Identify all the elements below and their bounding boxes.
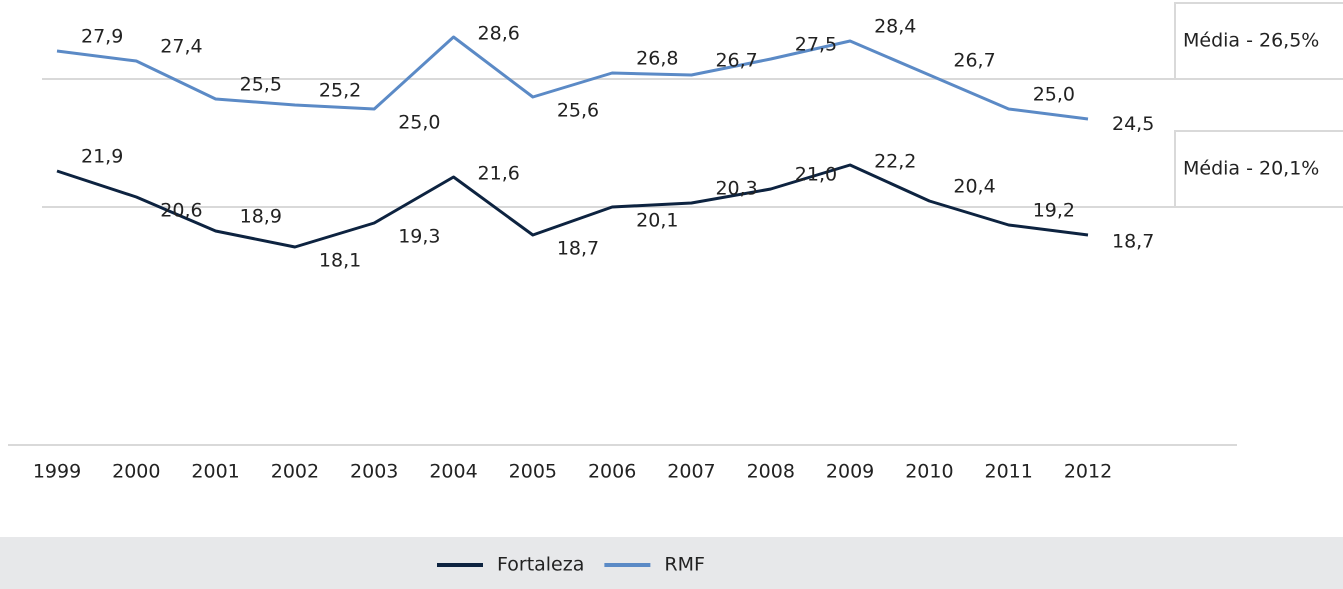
data-label: 18,7 (557, 238, 599, 260)
data-label: 24,5 (1112, 113, 1154, 135)
x-tick-label: 1999 (33, 461, 81, 483)
data-label: 22,2 (874, 151, 916, 173)
data-label: 27,9 (81, 26, 123, 48)
x-tick-label: 2006 (588, 461, 636, 483)
legend-background (0, 537, 1343, 589)
mean-box (1174, 130, 1343, 208)
mean-label: Média - 20,1% (1183, 158, 1319, 180)
data-label: 26,8 (636, 48, 678, 70)
data-label: 21,6 (478, 163, 520, 185)
data-label: 26,7 (715, 50, 757, 72)
data-label: 21,9 (81, 146, 123, 168)
x-tick-label: 2003 (350, 461, 398, 483)
data-label: 27,4 (160, 36, 202, 58)
x-tick-label: 2001 (191, 461, 239, 483)
x-tick-label: 2010 (905, 461, 953, 483)
data-label: 28,4 (874, 16, 916, 38)
data-label: 18,7 (1112, 231, 1154, 253)
data-label: 20,3 (715, 178, 757, 200)
data-label: 26,7 (953, 50, 995, 72)
data-label: 25,0 (398, 112, 440, 134)
legend-label: RMF (664, 554, 705, 576)
x-tick-label: 2009 (826, 461, 874, 483)
legend-label: Fortaleza (497, 554, 584, 576)
data-label: 21,0 (795, 164, 837, 186)
x-tick-label: 2004 (429, 461, 477, 483)
data-label: 25,5 (240, 74, 282, 96)
mean-label: Média - 26,5% (1183, 30, 1319, 52)
data-label: 27,5 (795, 34, 837, 56)
x-tick-label: 2005 (509, 461, 557, 483)
data-label: 20,4 (953, 176, 995, 198)
data-label: 20,6 (160, 200, 202, 222)
data-label: 18,1 (319, 250, 361, 272)
x-tick-label: 2007 (667, 461, 715, 483)
x-tick-label: 2011 (985, 461, 1033, 483)
line (56, 35, 1089, 121)
x-tick-label: 2002 (271, 461, 319, 483)
x-tick-label: 2000 (112, 461, 160, 483)
x-tick-label: 2008 (747, 461, 795, 483)
data-label: 19,3 (398, 226, 440, 248)
data-label: 25,2 (319, 80, 361, 102)
data-label: 25,0 (1033, 84, 1075, 106)
data-label: 18,9 (240, 206, 282, 228)
data-label: 20,1 (636, 210, 678, 232)
mean-box (1174, 2, 1343, 80)
line (56, 163, 1089, 249)
data-label: 28,6 (478, 23, 520, 45)
x-tick-label: 2012 (1064, 461, 1112, 483)
data-label: 25,6 (557, 100, 599, 122)
data-label: 19,2 (1033, 200, 1075, 222)
